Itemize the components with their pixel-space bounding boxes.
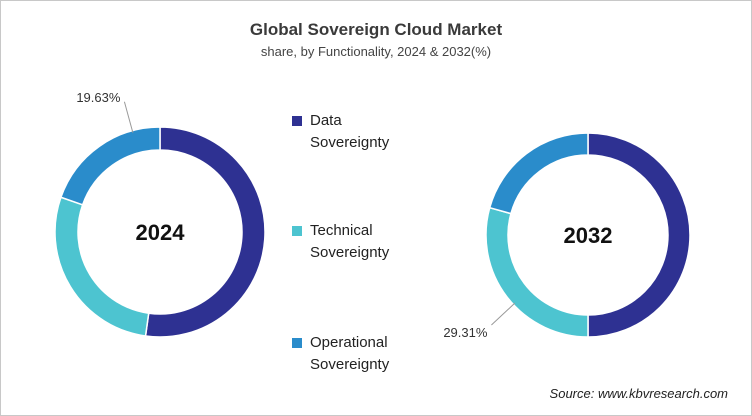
- donut-segment: [587, 132, 691, 338]
- leader-line: [123, 101, 134, 133]
- source-note: Source: www.kbvresearch.com: [549, 386, 728, 401]
- center-label: 2024: [136, 220, 186, 245]
- chart-subtitle: share, by Functionality, 2024 & 2032(%): [260, 44, 492, 59]
- legend-label: Technical Sovereignty: [310, 222, 390, 261]
- leader-line: [491, 302, 516, 326]
- legend-label: Data Sovereignty: [310, 112, 390, 151]
- donut-segment: [59, 126, 161, 206]
- data-label: 29.31%: [443, 325, 488, 340]
- legend-item: Data Sovereignty: [292, 110, 442, 154]
- legend-item: Technical Sovereignty: [292, 220, 442, 264]
- legend-swatch: [292, 226, 302, 236]
- donut-segment: [488, 132, 589, 215]
- legend-swatch: [292, 338, 302, 348]
- donut-segment: [144, 126, 266, 338]
- donut-segment: [54, 196, 150, 337]
- chart-title: Global Sovereign Cloud Market: [249, 20, 503, 39]
- data-label: 19.63%: [76, 90, 121, 105]
- legend-item: Operational Sovereignty: [292, 332, 442, 376]
- legend-swatch: [292, 116, 302, 126]
- legend-label: Operational Sovereignty: [310, 334, 390, 373]
- center-label: 2032: [564, 223, 613, 248]
